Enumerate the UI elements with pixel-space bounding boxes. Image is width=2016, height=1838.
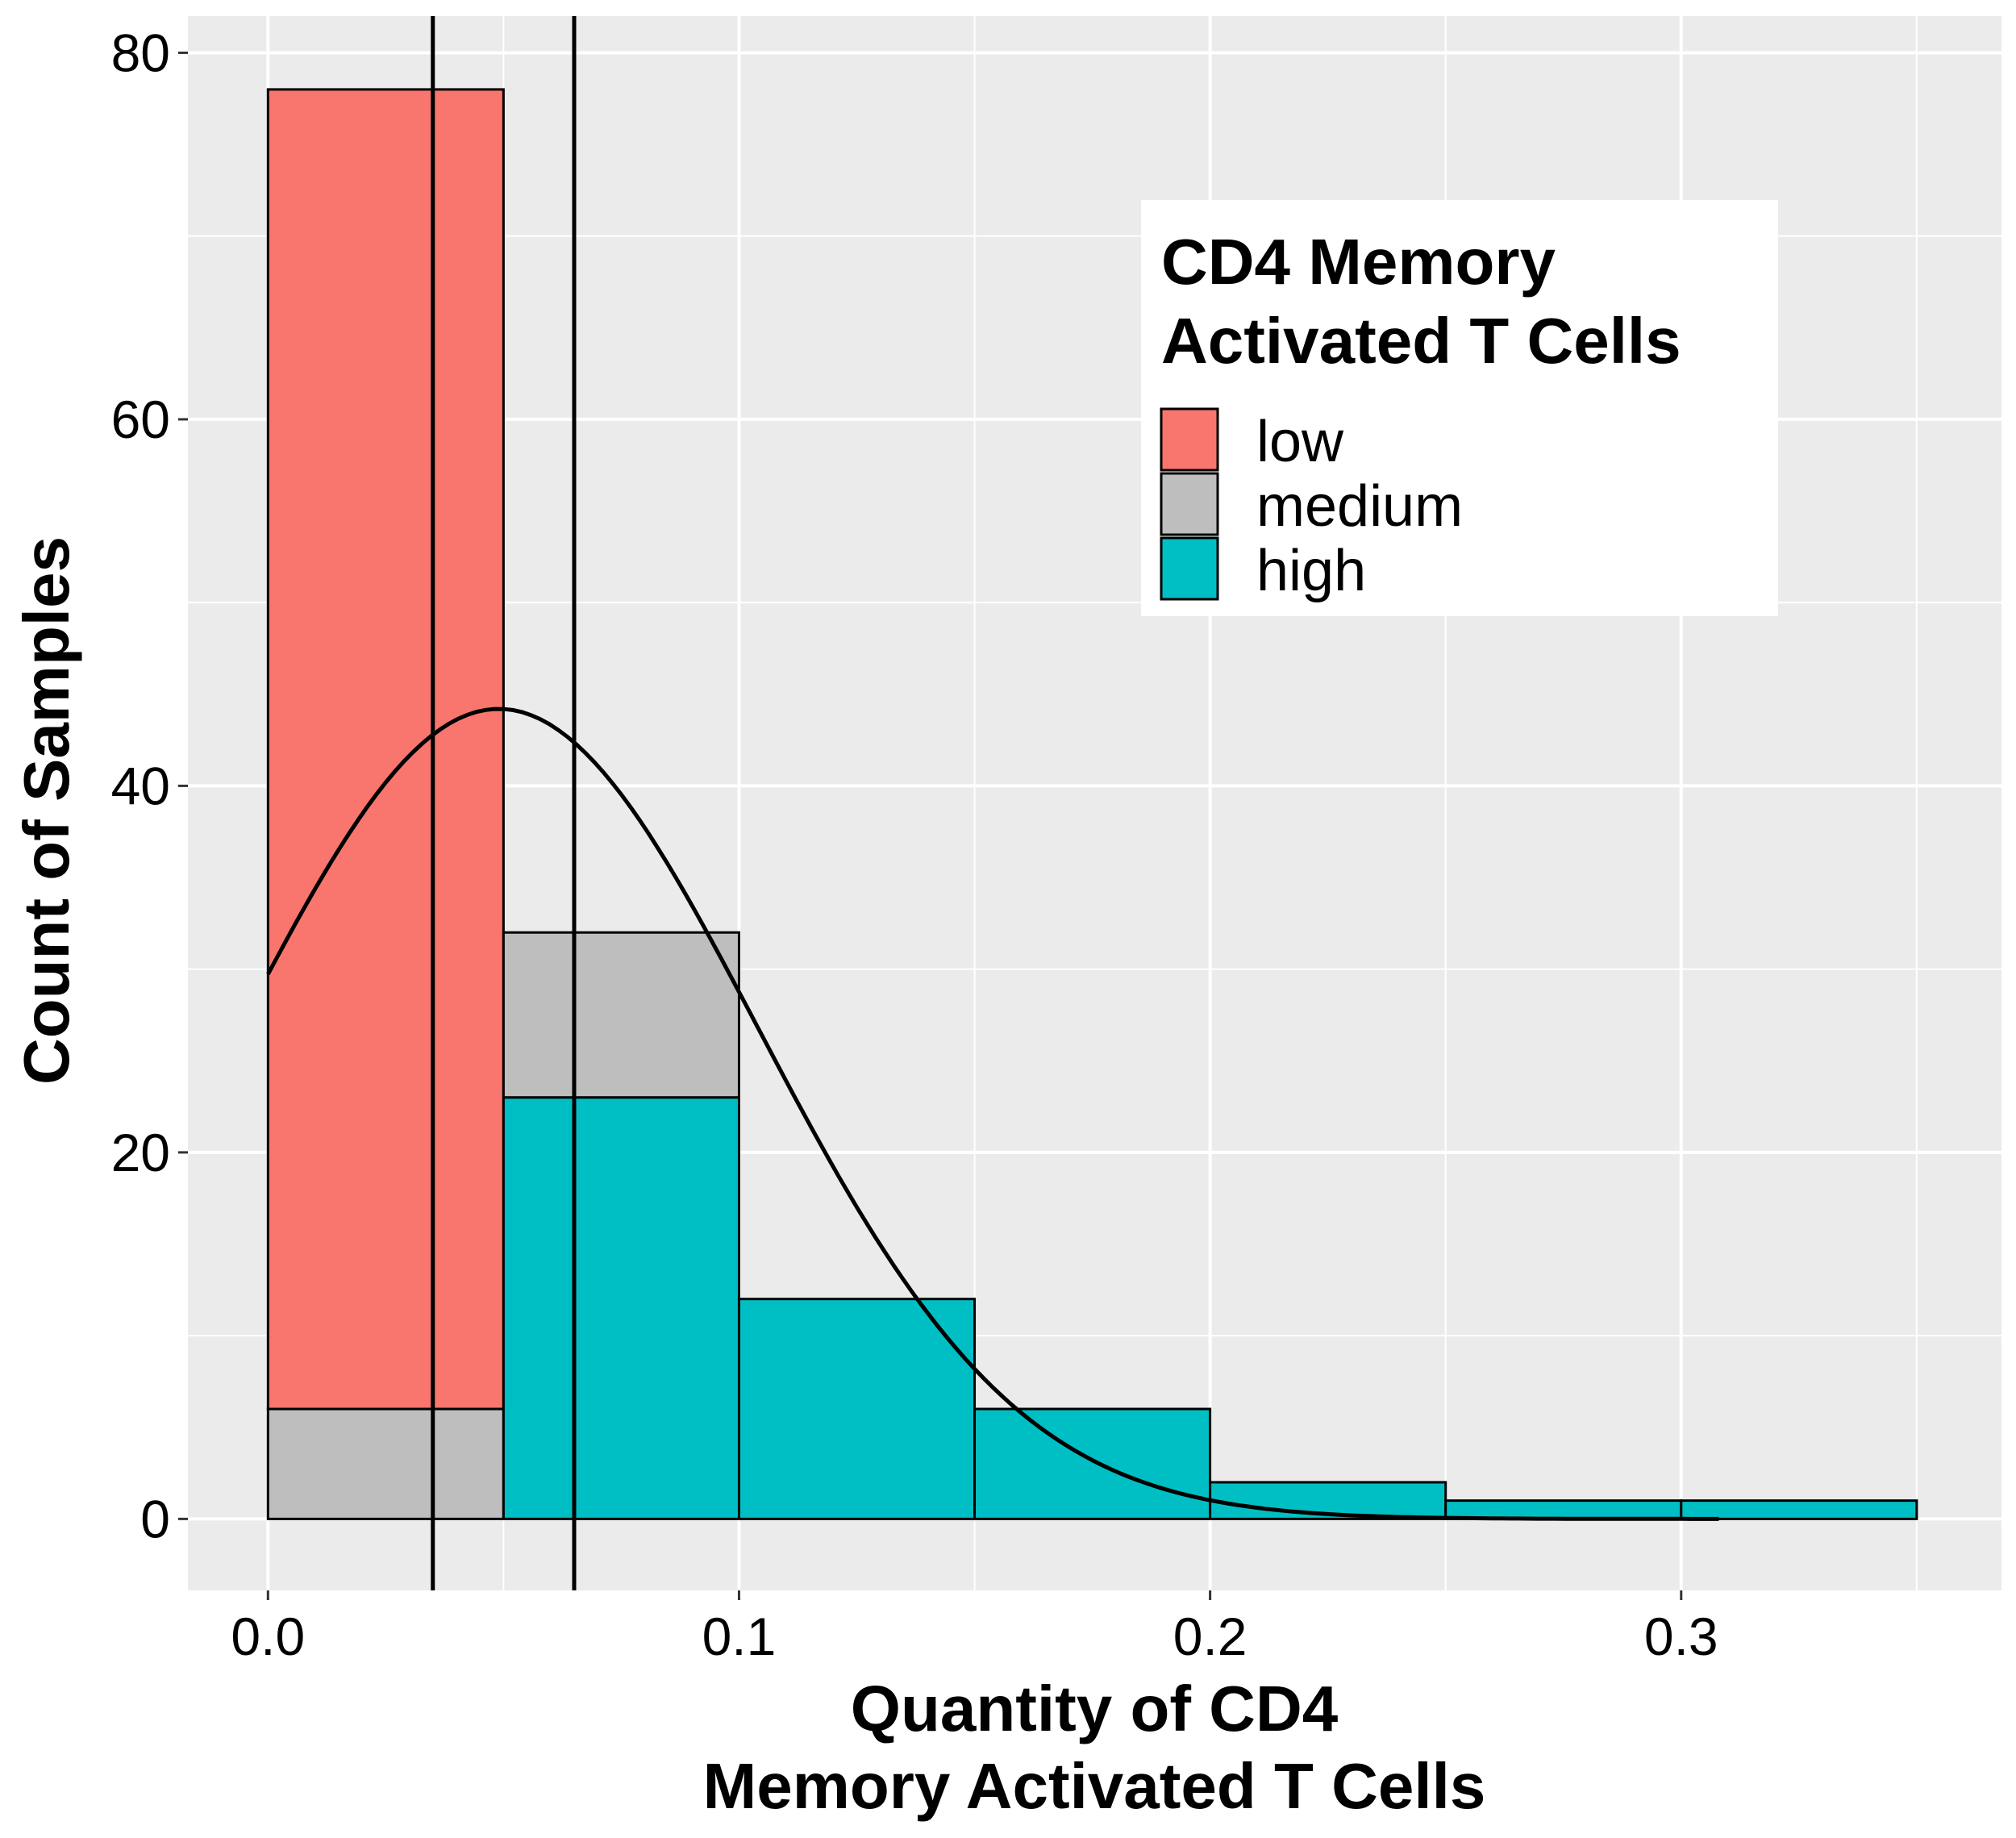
y-tick-label: 60 <box>111 390 170 449</box>
y-axis: 0 20 40 60 80 <box>111 23 188 1548</box>
x-axis: 0.0 0.1 0.2 0.3 <box>231 1590 1718 1666</box>
legend-title-line-2: Activated T Cells <box>1161 305 1681 377</box>
density-curve-line <box>266 706 1719 1521</box>
x-tick-label: 0.0 <box>231 1607 305 1666</box>
legend: CD4 Memory Activated T Cells low medium … <box>1141 200 1778 616</box>
y-tick-label: 40 <box>111 756 170 815</box>
y-axis-title: Count of Samples <box>10 536 82 1085</box>
legend-title-line-1: CD4 Memory <box>1161 226 1556 298</box>
density-curve <box>266 706 1719 1521</box>
bar-segment-high <box>1444 1499 1683 1520</box>
reference-lines <box>431 16 577 1590</box>
bar-segment-high <box>1680 1499 1918 1520</box>
y-tick-label: 20 <box>111 1123 170 1182</box>
bar-segment-medium <box>502 931 740 1099</box>
x-tick-label: 0.1 <box>702 1607 777 1666</box>
legend-key-medium <box>1160 472 1219 536</box>
legend-label-low: low <box>1256 410 1344 474</box>
y-tick-label: 80 <box>111 23 170 82</box>
bar-segment-high <box>973 1407 1212 1520</box>
legend-label-medium: medium <box>1256 474 1463 539</box>
legend-key-low <box>1160 407 1219 472</box>
legend-key-high <box>1160 536 1219 601</box>
bar-segment-high <box>502 1096 740 1520</box>
x-axis-title-line-1: Quantity of CD4 <box>851 1673 1339 1744</box>
x-axis-title-line-2: Memory Activated T Cells <box>703 1750 1486 1822</box>
histogram-bars <box>266 88 1918 1520</box>
bar-segment-medium <box>266 1407 505 1520</box>
legend-label-high: high <box>1256 539 1366 603</box>
y-tick-label: 0 <box>140 1489 170 1548</box>
bar-segment-high <box>737 1298 977 1520</box>
x-tick-label: 0.2 <box>1173 1607 1248 1666</box>
legend-background <box>1141 200 1778 616</box>
bar-segment-low <box>266 88 505 1411</box>
x-tick-label: 0.3 <box>1644 1607 1718 1666</box>
